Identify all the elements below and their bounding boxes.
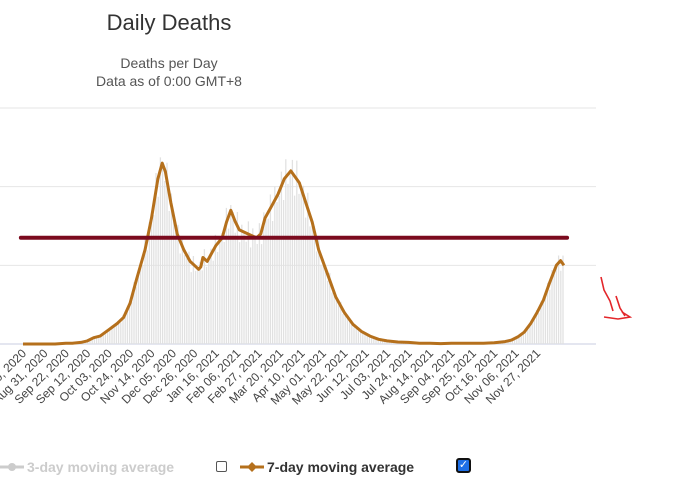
chart-title: Daily Deaths bbox=[106, 10, 232, 35]
legend-7day-marker-icon bbox=[240, 462, 264, 472]
legend: 3-day moving average 7-day moving averag… bbox=[0, 456, 698, 480]
legend-item-3day[interactable]: 3-day moving average bbox=[0, 456, 174, 478]
legend-3day-marker-icon bbox=[0, 463, 24, 471]
checkbox-3day-moving-average[interactable] bbox=[216, 461, 227, 472]
red-scribble-mark bbox=[600, 276, 633, 320]
series-7day-moving-average-line bbox=[23, 161, 566, 346]
checkbox-7day-moving-average[interactable]: ✓ bbox=[456, 458, 471, 473]
legend-item-7day[interactable]: 7-day moving average bbox=[240, 456, 414, 478]
red-scribble-stroke-3 bbox=[603, 311, 633, 320]
chart-subtitle-data-as-of: Data as of 0:00 GMT+8 bbox=[96, 73, 242, 89]
gridlines bbox=[0, 107, 596, 345]
daily-bars bbox=[56, 157, 564, 344]
chart-subtitle-deaths-per-day: Deaths per Day bbox=[120, 55, 218, 71]
series-layer bbox=[23, 161, 566, 346]
legend-3day-label: 3-day moving average bbox=[27, 459, 175, 475]
red-scribble-stroke-1 bbox=[600, 276, 614, 312]
legend-7day-label: 7-day moving average bbox=[267, 459, 415, 475]
